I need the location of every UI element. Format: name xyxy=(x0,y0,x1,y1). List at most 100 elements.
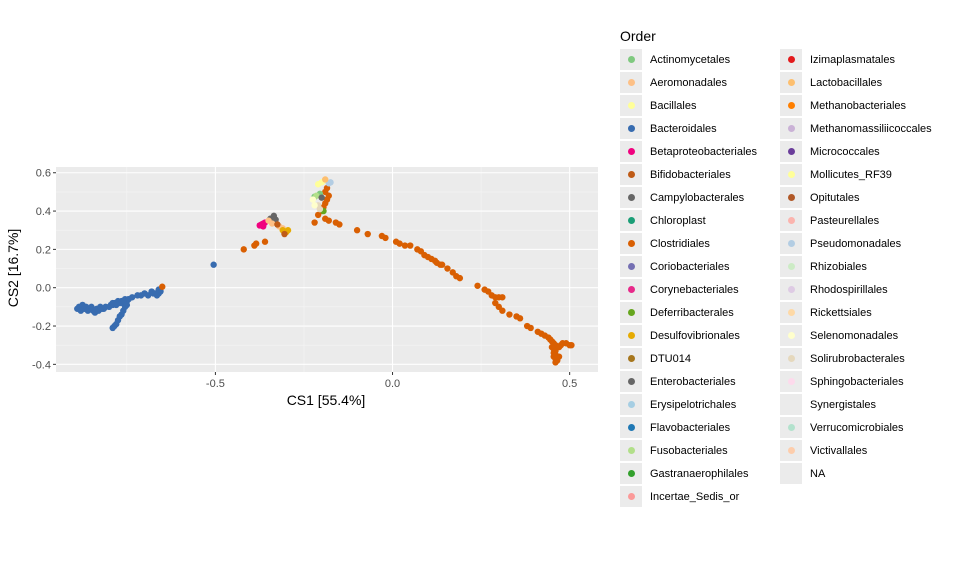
legend-key xyxy=(780,279,802,300)
legend-dot xyxy=(627,332,635,339)
legend-label: Mollicutes_RF39 xyxy=(810,168,892,181)
legend-label: NA xyxy=(810,467,826,480)
legend-item: Opitutales xyxy=(780,186,940,209)
legend-key xyxy=(780,210,802,231)
legend-label: Aeromonadales xyxy=(650,76,728,89)
legend-dot xyxy=(787,217,795,224)
legend-label: Clostridiales xyxy=(650,237,710,250)
legend-key xyxy=(620,72,642,93)
legend-dot xyxy=(787,56,795,63)
legend-item: Victivallales xyxy=(780,439,940,462)
legend-label: Betaproteobacteriales xyxy=(650,145,758,158)
legend-dot xyxy=(787,102,795,109)
legend-item: Bacillales xyxy=(620,94,780,117)
legend-dot xyxy=(787,309,795,316)
point-clostridiales xyxy=(364,230,371,238)
legend-item: Corynebacteriales xyxy=(620,278,780,301)
point-bifidobacteriales xyxy=(274,221,281,228)
legend-key xyxy=(620,164,642,185)
legend-item: Izimaplasmatales xyxy=(780,48,940,71)
point-clostridiales xyxy=(401,242,409,249)
legend-label: Selenomonadales xyxy=(810,329,899,342)
legend-item: DTU014 xyxy=(620,347,780,370)
grid-major xyxy=(56,167,598,372)
legend: Order Actinomycetales Aeromonadales Bacill… xyxy=(620,24,960,508)
legend-label: Incertae_Sedis_or xyxy=(650,490,740,503)
legend-key xyxy=(620,279,642,300)
legend-item: Selenomonadales xyxy=(780,324,940,347)
legend-key xyxy=(780,164,802,185)
legend-label: Pseudomonadales xyxy=(810,237,902,250)
legend-key xyxy=(620,394,642,415)
y-axis-title: CS2 [16.7%] xyxy=(5,229,21,308)
legend-item: Deferribacterales xyxy=(620,301,780,324)
point-clostridiales xyxy=(568,341,575,349)
point-clostridiales xyxy=(456,274,464,282)
legend-dot xyxy=(627,125,635,132)
legend-label: Actinomycetales xyxy=(650,53,731,66)
legend-label: Campylobacterales xyxy=(650,191,745,204)
legend-item: Pseudomonadales xyxy=(780,232,940,255)
legend-key xyxy=(620,141,642,162)
legend-column-1: Actinomycetales Aeromonadales Bacillales Ba… xyxy=(620,48,780,508)
legend-dot xyxy=(787,447,795,454)
point-clostridiales xyxy=(474,282,481,289)
legend-dot xyxy=(627,263,635,270)
point-clostridiales xyxy=(499,307,506,314)
legend-key xyxy=(620,371,642,392)
legend-item: Aeromonadales xyxy=(620,71,780,94)
legend-item: Micrococcales xyxy=(780,140,940,163)
legend-key xyxy=(620,49,642,70)
legend-item: Solirubrobacterales xyxy=(780,347,940,370)
point-clostridiales xyxy=(311,219,318,226)
point-clostridiales xyxy=(252,240,260,247)
point-selenomonadales xyxy=(311,202,318,209)
legend-label: Opitutales xyxy=(810,191,860,204)
legend-key xyxy=(620,486,642,507)
x-axis-ticks: -0.5 0.0 0.5 xyxy=(206,372,577,390)
legend-dot xyxy=(787,240,795,247)
legend-label: Rhodospirillales xyxy=(810,283,888,296)
legend-label: Bifidobacteriales xyxy=(650,168,731,181)
legend-title: Order xyxy=(620,28,656,44)
legend-key xyxy=(780,95,802,116)
legend-key xyxy=(780,187,802,208)
legend-label: Corynebacteriales xyxy=(650,283,739,296)
legend-dot xyxy=(787,79,795,86)
legend-label: DTU014 xyxy=(650,352,691,365)
x-tick-label: -0.5 xyxy=(206,378,225,390)
point-enterobacteriales xyxy=(318,194,325,201)
legend-dot xyxy=(627,56,635,63)
point-clostridiales xyxy=(527,324,534,332)
legend-key xyxy=(620,95,642,116)
legend-item: Flavobacteriales xyxy=(620,416,780,439)
legend-key xyxy=(620,256,642,277)
legend-label: Micrococcales xyxy=(810,145,880,158)
legend-label: Erysipelotrichales xyxy=(650,398,737,411)
legend-item: Rhizobiales xyxy=(780,255,940,278)
point-clostridiales xyxy=(240,246,247,253)
legend-label: Desulfovibrionales xyxy=(650,329,740,342)
legend-column-2: Izimaplasmatales Lactobacillales Methanoba… xyxy=(780,48,940,508)
legend-key xyxy=(780,118,802,139)
y-tick-label: -0.2 xyxy=(32,321,51,333)
legend-item: Betaproteobacteriales xyxy=(620,140,780,163)
x-tick-label: 0.5 xyxy=(562,378,577,390)
legend-item: NA xyxy=(780,462,940,485)
y-tick-label: 0.4 xyxy=(36,206,51,218)
legend-label: Deferribacterales xyxy=(650,306,734,319)
legend-dot xyxy=(787,148,795,155)
legend-key xyxy=(780,256,802,277)
legend-key xyxy=(780,440,802,461)
legend-item: Synergistales xyxy=(780,393,940,416)
legend-key xyxy=(780,394,802,415)
legend-label: Synergistales xyxy=(810,398,877,411)
point-bacteroidales xyxy=(151,290,159,297)
point-clostridiales xyxy=(552,359,559,366)
legend-label: Bacillales xyxy=(650,99,697,112)
legend-item: Mollicutes_RF39 xyxy=(780,163,940,186)
legend-label: Methanomassiliicoccales xyxy=(810,122,932,135)
data-points xyxy=(74,176,575,366)
legend-dot xyxy=(627,493,635,500)
x-tick-label: 0.0 xyxy=(385,378,400,390)
